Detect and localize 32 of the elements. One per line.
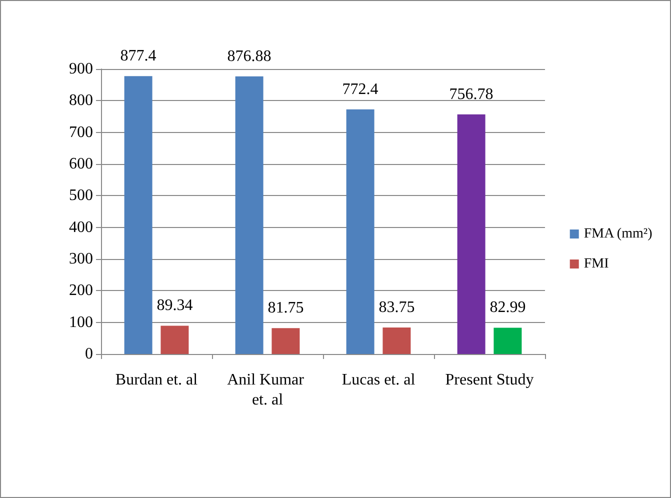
legend-label: FMI (584, 256, 610, 272)
y-tick-label: 100 (69, 314, 93, 331)
bar (346, 109, 374, 354)
data-label: 877.4 (120, 48, 156, 65)
legend-label: FMA (mm²) (584, 226, 653, 242)
x-tick-label: Anil Kumar et. al (227, 372, 308, 408)
y-tick-label: 0 (85, 346, 93, 362)
data-label: 876.88 (227, 48, 272, 65)
bar (494, 328, 522, 354)
data-label: 772.4 (342, 80, 378, 98)
x-tick-label: Burdan et. al (115, 372, 198, 388)
data-label: 756.78 (449, 86, 494, 103)
bar (272, 328, 300, 354)
y-tick-label: 700 (69, 124, 93, 141)
bar (124, 76, 152, 354)
bar (457, 114, 486, 354)
data-label: 89.34 (156, 297, 193, 314)
y-tick-label: 500 (69, 187, 93, 204)
data-label: 81.75 (268, 300, 304, 317)
y-tick-label: 900 (69, 60, 93, 78)
data-label: 82.99 (490, 299, 526, 316)
x-tick-label: Present Study (445, 372, 534, 388)
y-tick-label: 200 (69, 282, 93, 300)
y-tick-label: 600 (69, 156, 93, 172)
bar (235, 76, 264, 354)
y-tick-label: 800 (69, 92, 93, 110)
bar (160, 326, 189, 354)
y-tick-label: 300 (69, 250, 93, 268)
x-tick-label: Lucas et. al (342, 372, 416, 388)
data-label: 83.75 (378, 298, 415, 316)
y-tick-label: 400 (69, 218, 93, 236)
bar (382, 327, 411, 354)
